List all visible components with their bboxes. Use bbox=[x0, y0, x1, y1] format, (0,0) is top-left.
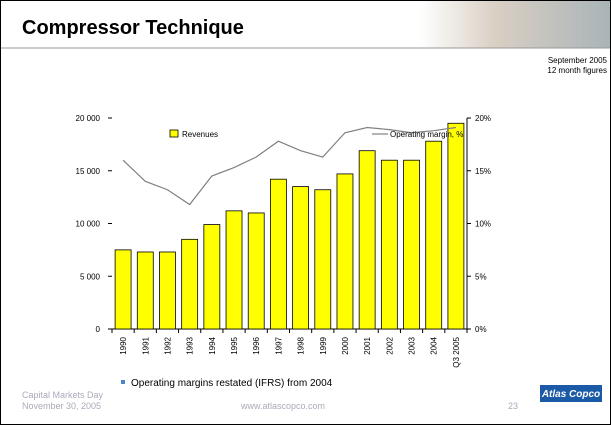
x-tick-label: 1994 bbox=[208, 336, 217, 354]
x-tick-label: 1991 bbox=[141, 336, 150, 354]
bar bbox=[359, 151, 375, 329]
legend-label: Revenues bbox=[182, 130, 218, 139]
legend-label: Operating margin, % bbox=[390, 130, 463, 139]
event-date: November 30, 2005 bbox=[22, 401, 101, 411]
x-tick-label: 1990 bbox=[119, 336, 128, 354]
legend-swatch bbox=[170, 130, 178, 137]
y-tick-label: 10 000 bbox=[76, 220, 101, 229]
x-tick-label: 1997 bbox=[274, 336, 283, 354]
y2-tick-label: 15% bbox=[475, 167, 491, 176]
bar bbox=[248, 213, 264, 329]
slide: Compressor Technique September 2005 12 m… bbox=[0, 0, 611, 425]
y-tick-label: 0 bbox=[96, 325, 101, 334]
bar bbox=[226, 211, 242, 329]
x-tick-label: 2001 bbox=[363, 336, 372, 354]
bullet-mark bbox=[121, 380, 125, 384]
bar bbox=[270, 179, 286, 329]
bar bbox=[137, 252, 153, 329]
x-tick-label: 1998 bbox=[297, 336, 306, 354]
slide-title: Compressor Technique bbox=[22, 17, 244, 39]
x-tick-label: Q3 2005 bbox=[452, 336, 461, 367]
bar bbox=[204, 225, 220, 329]
x-tick-label: 1999 bbox=[319, 336, 328, 354]
page-number: 23 bbox=[508, 401, 518, 411]
bar bbox=[315, 190, 331, 329]
y2-tick-label: 5% bbox=[475, 272, 487, 281]
bar bbox=[448, 123, 464, 329]
x-tick-label: 2004 bbox=[430, 336, 439, 354]
event: Capital Markets Day bbox=[22, 390, 104, 400]
bar bbox=[337, 174, 353, 329]
x-tick-label: 1993 bbox=[186, 336, 195, 354]
y-tick-label: 20 000 bbox=[76, 114, 101, 123]
bar bbox=[182, 239, 198, 329]
bullet-text: Operating margins restated (IFRS) from 2… bbox=[131, 378, 333, 389]
header-photo bbox=[420, 1, 610, 48]
x-tick-label: 1996 bbox=[252, 336, 261, 354]
bar bbox=[293, 187, 309, 329]
bar bbox=[381, 160, 397, 329]
y-tick-label: 15 000 bbox=[76, 167, 101, 176]
period-note: 12 month figures bbox=[547, 66, 607, 75]
x-tick-label: 2000 bbox=[341, 336, 350, 354]
x-tick-label: 2003 bbox=[408, 336, 417, 354]
bar bbox=[404, 160, 420, 329]
bar bbox=[426, 141, 442, 329]
url: www.atlascopco.com bbox=[240, 401, 325, 411]
bar bbox=[115, 250, 131, 329]
x-tick-label: 2002 bbox=[385, 336, 394, 354]
y2-tick-label: 0% bbox=[475, 325, 487, 334]
x-tick-label: 1992 bbox=[163, 336, 172, 354]
logo: Atlas Copco bbox=[541, 389, 600, 400]
bar bbox=[159, 252, 175, 329]
period: September 2005 bbox=[548, 56, 608, 65]
y-tick-label: 5 000 bbox=[80, 272, 101, 281]
y2-tick-label: 10% bbox=[475, 220, 491, 229]
x-tick-label: 1995 bbox=[230, 336, 239, 354]
y2-tick-label: 20% bbox=[475, 114, 491, 123]
